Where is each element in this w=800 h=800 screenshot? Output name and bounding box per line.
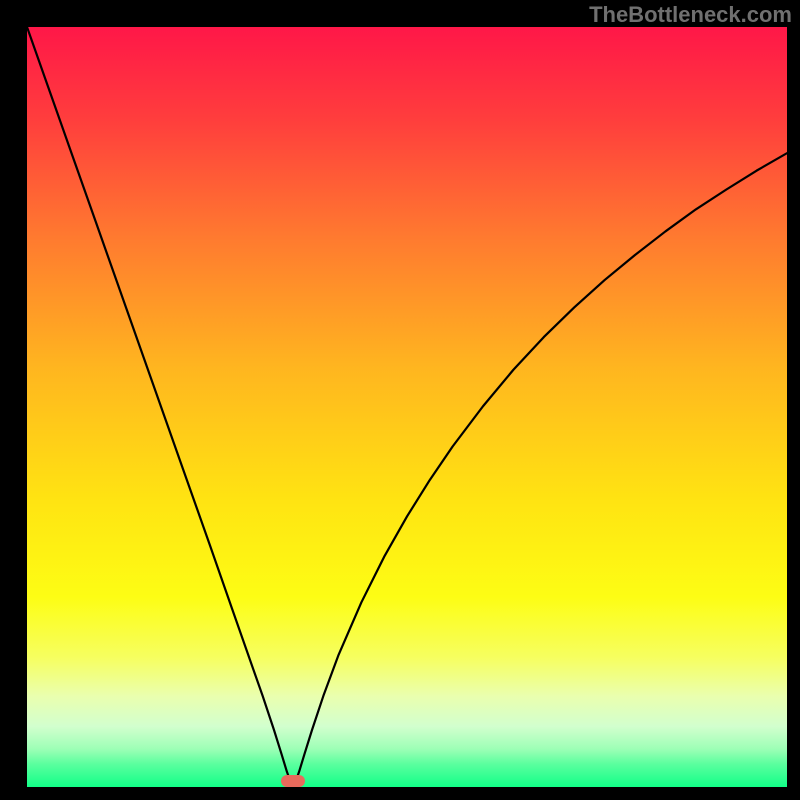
plot-area	[27, 27, 787, 787]
chart-container: TheBottleneck.com	[0, 0, 800, 800]
optimal-marker	[281, 775, 305, 787]
watermark-label: TheBottleneck.com	[589, 2, 792, 28]
bottleneck-curve	[27, 27, 787, 787]
